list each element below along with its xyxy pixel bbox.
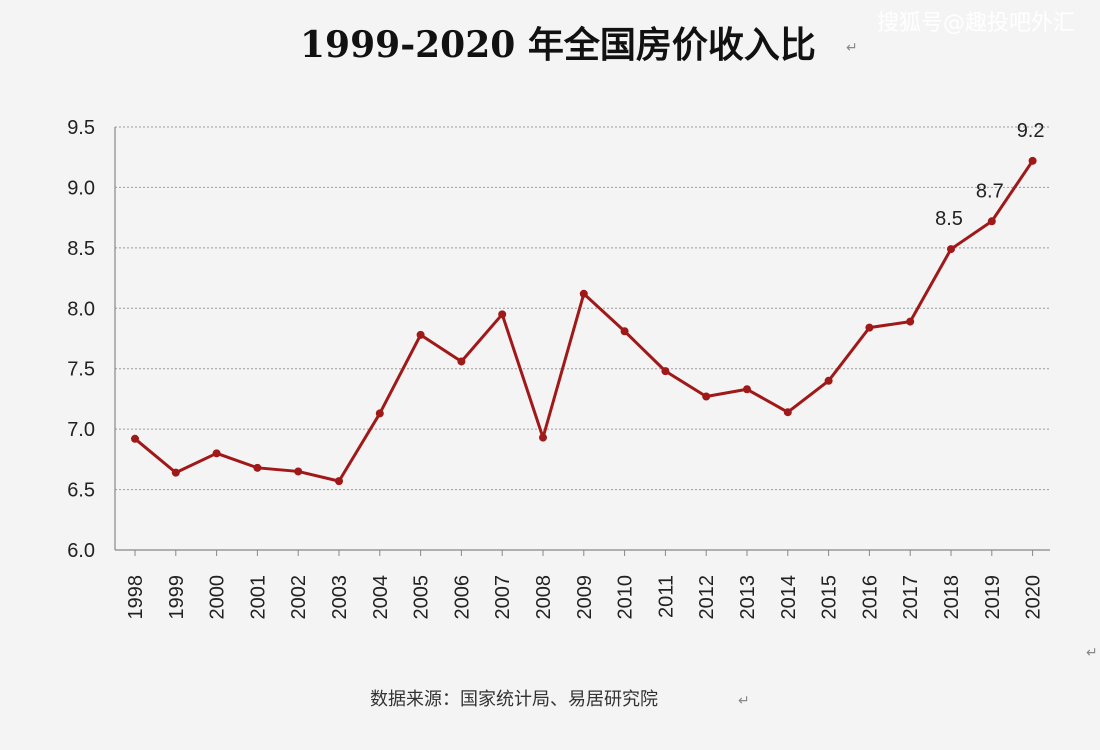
- y-tick-label: 8.0: [67, 298, 95, 320]
- x-tick-label: 2009: [574, 575, 596, 620]
- return-mark-right: ↵: [1086, 645, 1098, 661]
- x-tick-label: 2003: [329, 575, 351, 620]
- data-point: [253, 463, 262, 472]
- data-point: [212, 449, 221, 458]
- y-tick-label: 6.0: [67, 540, 95, 562]
- watermark: 搜狐号@趣投吧外汇: [877, 11, 1075, 36]
- data-point: [783, 408, 792, 417]
- y-tick-label: 7.0: [67, 419, 95, 441]
- x-tick-label: 2010: [615, 575, 637, 620]
- y-tick-labels: 6.0 6.5 7.0 7.5 8.0 8.5 9.0 9.5: [67, 117, 95, 562]
- x-tick-label: 2000: [207, 575, 229, 620]
- x-tick-label: 2019: [982, 575, 1004, 620]
- y-tick-label: 6.5: [67, 480, 95, 502]
- data-point: [824, 376, 833, 385]
- data-point: [620, 327, 629, 336]
- data-point: [947, 245, 955, 254]
- data-point: [294, 467, 303, 476]
- data-point: [131, 434, 139, 443]
- x-tick-label: 2017: [900, 575, 922, 620]
- data-point: [579, 289, 588, 298]
- series-group: [131, 156, 1037, 486]
- x-tick-label: 2011: [655, 575, 677, 618]
- y-tick-label: 9.0: [67, 177, 95, 199]
- return-mark-title: ↵: [846, 40, 858, 56]
- x-tick-label: 2018: [941, 575, 963, 620]
- data-point: [906, 317, 915, 326]
- x-tick-label: 2012: [696, 575, 718, 620]
- data-label: 8.7: [976, 180, 1004, 202]
- axes: [114, 127, 1050, 556]
- data-point: [416, 330, 425, 339]
- data-point: [457, 357, 466, 366]
- x-tick-label: 2020: [1023, 575, 1045, 620]
- x-tick-labels: 1998 1999 2000 2001 2002 2003 2004 2005 2006 2007…: [125, 575, 1045, 620]
- return-mark-source: ↵: [738, 693, 750, 709]
- data-point: [987, 217, 996, 226]
- x-tick-label: 2015: [819, 575, 841, 620]
- y-tick-label: 9.5: [67, 117, 95, 139]
- chart-title: 1999-2020 年全国房价收入比: [300, 24, 816, 66]
- data-label: 8.5: [935, 208, 963, 230]
- data-point: [865, 323, 874, 332]
- x-tick-label: 1998: [125, 575, 147, 620]
- data-point: [661, 367, 670, 376]
- x-tick-label: 2016: [859, 575, 881, 620]
- data-point: [498, 310, 507, 319]
- x-tick-label: 2006: [451, 575, 473, 620]
- data-point: [375, 409, 384, 418]
- x-tick-label: 1999: [166, 575, 188, 620]
- data-point: [702, 392, 711, 401]
- x-tick-label: 2014: [778, 575, 800, 620]
- x-tick-label: 2008: [533, 575, 555, 620]
- y-tick-label: 8.5: [67, 238, 95, 260]
- data-point: [539, 433, 547, 442]
- data-point: [335, 477, 343, 486]
- data-point: [1028, 156, 1037, 165]
- x-tick-label: 2005: [411, 575, 433, 620]
- x-tick-label: 2002: [288, 575, 310, 620]
- x-tick-label: 2007: [492, 575, 514, 620]
- data-point: [171, 468, 180, 477]
- y-tick-label: 7.5: [67, 359, 95, 381]
- data-point: [743, 385, 751, 394]
- data-label: 9.2: [1017, 120, 1045, 142]
- x-tick-label: 2013: [737, 575, 759, 620]
- data-labels: 8.5 8.7 9.2: [935, 120, 1044, 230]
- x-tick-label: 2004: [370, 575, 392, 620]
- source-note: 数据来源：国家统计局、易居研究院: [370, 689, 658, 710]
- x-tick-label: 2001: [247, 575, 269, 620]
